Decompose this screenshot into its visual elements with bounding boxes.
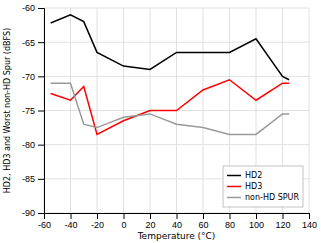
tick: -60	[38, 213, 51, 230]
grid-line-y	[44, 144, 309, 145]
legend-label: non-HD SPUR	[245, 193, 299, 202]
tick: 140	[302, 213, 317, 230]
tick: 40	[172, 213, 182, 230]
tick-mark	[38, 76, 44, 77]
legend-swatch	[227, 186, 241, 188]
lines	[51, 15, 290, 135]
legend: HD2 HD3 non-HD SPUR	[223, 166, 303, 207]
tick: -90	[22, 208, 44, 218]
tick-label: -20	[91, 220, 104, 230]
tick: -80	[22, 140, 44, 150]
legend-box	[223, 166, 303, 207]
tick-mark	[177, 213, 178, 219]
plot: -60-40-20020406080100120140-90-85-80-75-…	[3, 3, 317, 241]
tick-label: 0	[121, 220, 126, 230]
tick-mark	[256, 213, 257, 219]
tick-mark	[38, 145, 44, 146]
tick-label: 120	[275, 220, 290, 230]
tick-mark	[203, 213, 204, 219]
tick-mark	[38, 179, 44, 180]
tick: -75	[22, 106, 44, 116]
tick-mark	[71, 213, 72, 219]
tick-mark	[124, 213, 125, 219]
tick-label: -85	[22, 174, 35, 184]
series-line	[51, 80, 290, 135]
tick-label: 20	[145, 220, 155, 230]
grid-line-y	[44, 76, 309, 77]
tick-mark	[97, 213, 98, 219]
tick-mark	[283, 213, 284, 219]
tick-label: -90	[22, 208, 35, 218]
series-line	[51, 15, 290, 80]
tick-label: 80	[225, 220, 235, 230]
legend-swatch	[227, 175, 241, 177]
legend-item: HD3	[227, 182, 262, 191]
series-line	[51, 83, 290, 134]
grid	[44, 8, 309, 213]
tick-label: -70	[22, 72, 35, 82]
legend-item: non-HD SPUR	[227, 193, 299, 202]
tick: 60	[198, 213, 208, 230]
x-axis: -60 -40 -20 0 20 40 60 80 100 120 140	[38, 213, 317, 230]
y-axis-title: HD2, HD3 and Worst non-HD Spur (dBFS)	[3, 28, 12, 193]
chart: -60-40-20020406080100120140-90-85-80-75-…	[0, 0, 321, 243]
tick-label: -75	[22, 106, 35, 116]
tick-mark	[38, 42, 44, 43]
tick-label: -65	[22, 38, 35, 48]
tick: -85	[22, 174, 44, 184]
axis-line	[38, 9, 45, 214]
grid-line-y	[44, 8, 309, 9]
legend-swatch	[227, 197, 241, 199]
tick-mark	[309, 213, 310, 219]
tick: 20	[145, 213, 155, 230]
legend-label: HD2	[245, 171, 262, 180]
tick-label: -80	[22, 140, 35, 150]
tick: -70	[22, 72, 44, 82]
tick: -60	[22, 3, 44, 13]
tick-label: -60	[38, 220, 51, 230]
tick: -65	[22, 38, 44, 48]
legend-label: HD3	[245, 182, 262, 191]
tick-mark	[150, 213, 151, 219]
tick-label: 60	[198, 220, 208, 230]
tick: 0	[121, 213, 126, 230]
tick: 80	[225, 213, 235, 230]
tick-mark	[38, 8, 44, 9]
tick-mark	[230, 213, 231, 219]
tick-label: -60	[22, 3, 35, 13]
legend-item: HD2	[227, 171, 262, 180]
tick: 100	[249, 213, 264, 230]
tick: 120	[275, 213, 290, 230]
tick: -40	[64, 213, 77, 230]
x-axis-title: Temperature (°C)	[137, 231, 216, 241]
tick-label: -40	[64, 220, 77, 230]
tick-mark	[38, 111, 44, 112]
axis-line	[45, 214, 310, 220]
tick-label: 100	[249, 220, 264, 230]
y-axis: -90 -85 -80 -75 -70 -65 -60	[22, 3, 45, 218]
tick-label: 140	[302, 220, 317, 230]
tick-label: 40	[172, 220, 182, 230]
tick: -20	[91, 213, 104, 230]
tick-mark	[38, 213, 44, 214]
grid-line-y	[44, 42, 309, 43]
